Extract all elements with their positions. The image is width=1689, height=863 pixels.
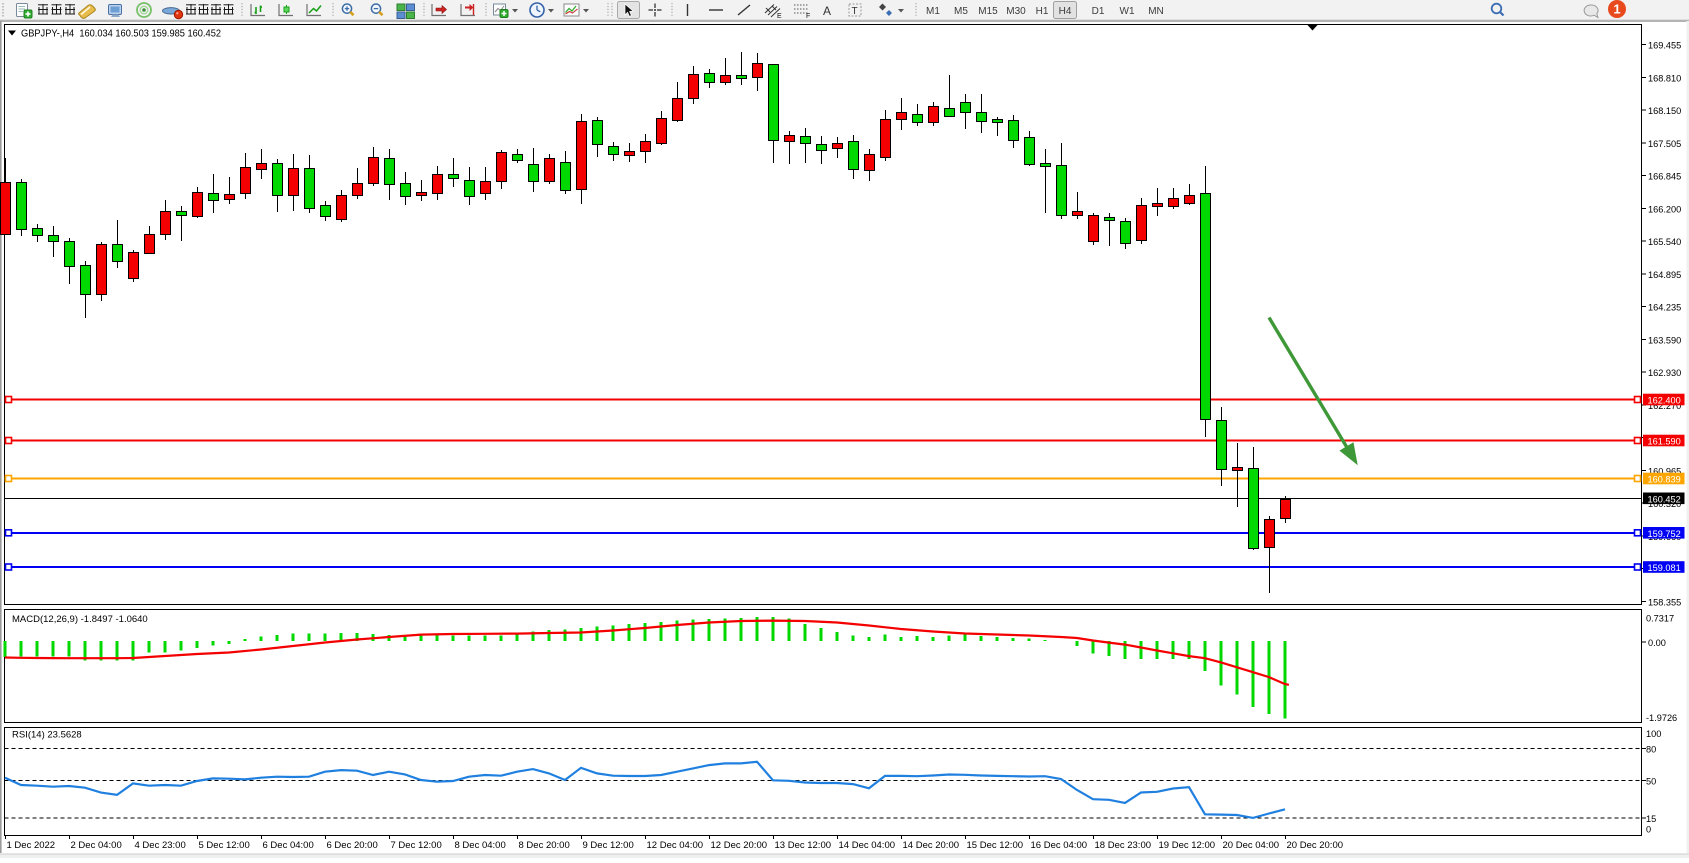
svg-text:RSI(14) 23.5628: RSI(14) 23.5628 — [12, 730, 82, 741]
svg-text:158.355: 158.355 — [1648, 597, 1681, 607]
svg-text:19 Dec 12:00: 19 Dec 12:00 — [1159, 840, 1216, 851]
svg-text:162.930: 162.930 — [1648, 368, 1681, 378]
svg-text:20 Dec 20:00: 20 Dec 20:00 — [1287, 840, 1344, 851]
svg-text:168.150: 168.150 — [1648, 106, 1681, 116]
svg-text:1: 1 — [1613, 2, 1620, 17]
svg-text:168.810: 168.810 — [1648, 73, 1681, 83]
svg-text:MN: MN — [1148, 6, 1164, 17]
svg-text:18 Dec 23:00: 18 Dec 23:00 — [1095, 840, 1152, 851]
svg-text:100: 100 — [1646, 729, 1661, 739]
svg-text:162.400: 162.400 — [1648, 396, 1681, 406]
svg-text:M30: M30 — [1006, 6, 1026, 17]
svg-text:A: A — [823, 4, 831, 18]
svg-text:H4: H4 — [1059, 6, 1072, 17]
svg-text:9 Dec 12:00: 9 Dec 12:00 — [583, 840, 634, 851]
svg-text:164.235: 164.235 — [1648, 303, 1681, 313]
svg-text:6 Dec 04:00: 6 Dec 04:00 — [263, 840, 314, 851]
svg-text:GBPJPY-,H4 160.034 160.503 15: GBPJPY-,H4 160.034 160.503 159.985 160.4… — [21, 28, 221, 40]
svg-text:14 Dec 04:00: 14 Dec 04:00 — [839, 840, 896, 851]
svg-text:12 Dec 04:00: 12 Dec 04:00 — [647, 840, 704, 851]
svg-text:169.455: 169.455 — [1648, 41, 1681, 51]
svg-text:M1: M1 — [926, 6, 940, 17]
svg-text:15 Dec 12:00: 15 Dec 12:00 — [967, 840, 1024, 851]
svg-text:0.00: 0.00 — [1648, 638, 1666, 648]
svg-text:16 Dec 04:00: 16 Dec 04:00 — [1031, 840, 1088, 851]
svg-text:8 Dec 20:00: 8 Dec 20:00 — [519, 840, 570, 851]
svg-text:M5: M5 — [954, 6, 968, 17]
svg-text:0: 0 — [1646, 824, 1651, 834]
svg-text:159.752: 159.752 — [1648, 529, 1681, 539]
svg-text:80: 80 — [1646, 745, 1656, 755]
svg-text:20 Dec 04:00: 20 Dec 04:00 — [1223, 840, 1280, 851]
svg-text:12 Dec 20:00: 12 Dec 20:00 — [711, 840, 768, 851]
svg-text:166.200: 166.200 — [1648, 204, 1681, 214]
svg-text:13 Dec 12:00: 13 Dec 12:00 — [775, 840, 832, 851]
svg-text:167.505: 167.505 — [1648, 139, 1681, 149]
svg-text:50: 50 — [1646, 776, 1656, 786]
svg-text:0.7317: 0.7317 — [1646, 614, 1674, 624]
svg-text:165.540: 165.540 — [1648, 237, 1681, 247]
svg-text:4 Dec 23:00: 4 Dec 23:00 — [135, 840, 186, 851]
svg-text:159.081: 159.081 — [1648, 563, 1681, 573]
svg-text:W1: W1 — [1120, 6, 1135, 17]
svg-text:166.845: 166.845 — [1648, 172, 1681, 182]
svg-text:T: T — [852, 6, 858, 17]
svg-text:-1.9726: -1.9726 — [1646, 713, 1677, 723]
svg-text:160.452: 160.452 — [1648, 494, 1681, 504]
svg-text:15: 15 — [1646, 814, 1656, 824]
svg-text:5 Dec 12:00: 5 Dec 12:00 — [199, 840, 250, 851]
svg-text:7 Dec 12:00: 7 Dec 12:00 — [391, 840, 442, 851]
svg-text:164.895: 164.895 — [1648, 270, 1681, 280]
svg-text:160.839: 160.839 — [1648, 475, 1681, 485]
svg-text:8 Dec 04:00: 8 Dec 04:00 — [455, 840, 506, 851]
svg-text:F: F — [806, 13, 810, 20]
svg-text:M15: M15 — [978, 6, 998, 17]
svg-text:1 Dec 2022: 1 Dec 2022 — [7, 840, 56, 851]
svg-text:E: E — [777, 13, 782, 20]
svg-text:MACD(12,26,9) -1.8497 -1.0640: MACD(12,26,9) -1.8497 -1.0640 — [12, 614, 148, 625]
svg-text:2 Dec 04:00: 2 Dec 04:00 — [71, 840, 122, 851]
svg-text:D1: D1 — [1092, 6, 1105, 17]
svg-text:161.590: 161.590 — [1648, 437, 1681, 447]
svg-text:14 Dec 20:00: 14 Dec 20:00 — [903, 840, 960, 851]
svg-text:6 Dec 20:00: 6 Dec 20:00 — [327, 840, 378, 851]
svg-text:H1: H1 — [1036, 6, 1049, 17]
svg-text:163.590: 163.590 — [1648, 335, 1681, 345]
